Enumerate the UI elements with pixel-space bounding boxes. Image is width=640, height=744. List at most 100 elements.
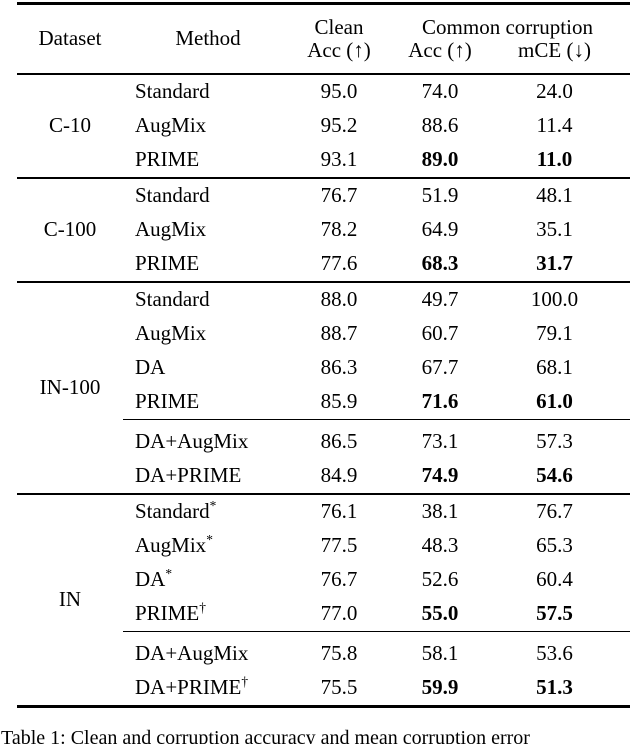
method-cell: PRIME xyxy=(123,385,293,420)
method-label: Standard xyxy=(135,499,210,524)
corruption-acc-cell: 74.9 xyxy=(421,463,459,488)
corruption-acc-cell: 38.1 xyxy=(421,499,459,524)
clean-acc-cell: 84.9 xyxy=(320,463,358,488)
method-label: Standard xyxy=(135,287,210,312)
table-row: AugMix 88.7 60.7 79.1 xyxy=(17,317,630,351)
corruption-acc-cell: 49.7 xyxy=(421,287,459,312)
clean-acc-cell: 78.2 xyxy=(320,217,358,242)
table-row: DA+AugMix 86.5 73.1 57.3 xyxy=(17,419,630,459)
table-row: DA* 76.7 52.6 60.4 xyxy=(17,563,630,597)
mce-cell: 35.1 xyxy=(536,217,573,242)
corruption-acc-cell: 73.1 xyxy=(385,419,495,459)
clean-acc-cell: 95.2 xyxy=(320,113,358,138)
col-header-mce: mCE (↓) xyxy=(518,38,591,62)
mce-cell: 79.1 xyxy=(536,321,573,346)
corruption-acc-cell: 89.0 xyxy=(421,147,459,172)
header-row-2: Acc (↑) Acc (↑) mCE (↓) xyxy=(17,38,630,74)
table-row: DA+PRIME† 75.5 59.9 51.3 xyxy=(17,671,630,707)
mce-cell: 54.6 xyxy=(536,463,573,488)
col-header-clean-line1: Clean xyxy=(314,14,364,39)
method-cell: Standard xyxy=(123,178,293,213)
method-label: AugMix xyxy=(135,217,207,242)
method-cell: AugMix xyxy=(123,213,293,247)
table-row: IN-100 Standard 88.0 49.7 100.0 xyxy=(17,282,630,399)
section-c100: C-100 Standard 76.7 51.9 48.1 AugMix 78.… xyxy=(17,178,630,282)
clean-acc-cell: 95.0 xyxy=(320,79,358,104)
mce-cell: 76.7 xyxy=(536,499,573,524)
section-in100: IN-100 Standard 88.0 49.7 100.0 AugMix 8… xyxy=(17,282,630,494)
clean-acc-cell: 75.8 xyxy=(293,631,385,671)
method-superscript: * xyxy=(165,566,173,582)
table-row: DA+AugMix 75.8 58.1 53.6 xyxy=(17,631,630,671)
table-caption: Table 1: Clean and corruption accuracy a… xyxy=(1,727,530,744)
corruption-acc-cell: 60.7 xyxy=(421,321,459,346)
corruption-acc-cell: 71.6 xyxy=(421,389,459,414)
corruption-acc-cell: 58.1 xyxy=(385,631,495,671)
method-cell: AugMix* xyxy=(123,529,293,563)
corruption-acc-cell: 67.7 xyxy=(421,355,459,380)
col-header-corruption-acc: Acc (↑) xyxy=(408,38,472,62)
table-row: IN Standard* 76.1 38.1 76.7 xyxy=(17,494,630,611)
corruption-acc-cell: 51.9 xyxy=(421,183,459,208)
dataset-cell: IN-100 xyxy=(39,375,101,400)
method-label: PRIME xyxy=(135,147,200,172)
table-row: PRIME 93.1 89.0 11.0 xyxy=(17,143,630,178)
corruption-acc-cell: 55.0 xyxy=(421,601,459,626)
method-cell: Standard xyxy=(123,74,293,109)
mce-cell: 61.0 xyxy=(536,389,573,414)
method-cell: PRIME xyxy=(123,247,293,282)
method-label: Standard xyxy=(135,79,210,104)
method-cell: DA* xyxy=(123,563,293,597)
clean-acc-cell: 86.5 xyxy=(293,419,385,459)
clean-acc-cell: 93.1 xyxy=(320,147,358,172)
col-header-clean-line2: Acc (↑) xyxy=(307,38,371,62)
table-header: Dataset Method Clean Common corruption A… xyxy=(17,4,630,74)
mce-cell: 57.3 xyxy=(495,419,630,459)
method-label: AugMix xyxy=(135,321,207,346)
table-row: C-10 Standard 95.0 74.0 24.0 xyxy=(17,74,630,137)
mce-cell: 11.0 xyxy=(536,147,573,172)
corruption-acc-cell: 59.9 xyxy=(421,675,459,700)
clean-acc-cell: 76.1 xyxy=(320,499,358,524)
table-row: PRIME† 77.0 55.0 57.5 xyxy=(17,597,630,632)
corruption-acc-cell: 48.3 xyxy=(421,533,459,558)
mce-cell: 31.7 xyxy=(536,251,573,276)
mce-cell: 57.5 xyxy=(536,601,573,626)
mce-cell: 48.1 xyxy=(536,183,573,208)
dataset-cell: C-100 xyxy=(43,217,97,242)
dataset-cell: IN xyxy=(58,587,82,612)
mce-cell: 100.0 xyxy=(530,287,579,312)
method-cell: DA xyxy=(123,351,293,385)
method-cell: AugMix xyxy=(123,317,293,351)
table-row: DA 86.3 67.7 68.1 xyxy=(17,351,630,385)
method-label: AugMix xyxy=(135,533,207,558)
col-header-method: Method xyxy=(175,26,241,51)
method-label: DA+AugMix xyxy=(135,429,249,454)
method-superscript: † xyxy=(199,600,206,616)
clean-acc-cell: 75.5 xyxy=(320,675,358,700)
corruption-acc-cell: 74.0 xyxy=(421,79,459,104)
section-c10: C-10 Standard 95.0 74.0 24.0 AugMix 95.2… xyxy=(17,74,630,178)
method-cell: DA+AugMix xyxy=(123,419,293,459)
method-label: AugMix xyxy=(135,113,207,138)
table-row: DA+PRIME 84.9 74.9 54.6 xyxy=(17,459,630,494)
method-superscript: * xyxy=(209,498,217,514)
clean-acc-cell: 76.7 xyxy=(320,183,358,208)
method-cell: PRIME xyxy=(123,143,293,178)
corruption-acc-cell: 68.3 xyxy=(421,251,459,276)
method-cell: Standard xyxy=(123,282,293,317)
corruption-acc-cell: 64.9 xyxy=(421,217,459,242)
method-label: PRIME xyxy=(135,601,200,626)
table-row: AugMix 95.2 88.6 11.4 xyxy=(17,109,630,143)
table-row: PRIME 77.6 68.3 31.7 xyxy=(17,247,630,282)
header-row-1: Dataset Method Clean Common corruption xyxy=(17,4,630,50)
results-table: Dataset Method Clean Common corruption A… xyxy=(17,2,630,708)
mce-cell: 65.3 xyxy=(536,533,573,558)
method-cell: Standard* xyxy=(123,494,293,529)
method-cell: DA+PRIME† xyxy=(123,671,293,707)
method-cell: DA+AugMix xyxy=(123,631,293,671)
clean-acc-cell: 77.6 xyxy=(320,251,358,276)
method-cell: DA+PRIME xyxy=(123,459,293,494)
mce-cell: 53.6 xyxy=(495,631,630,671)
